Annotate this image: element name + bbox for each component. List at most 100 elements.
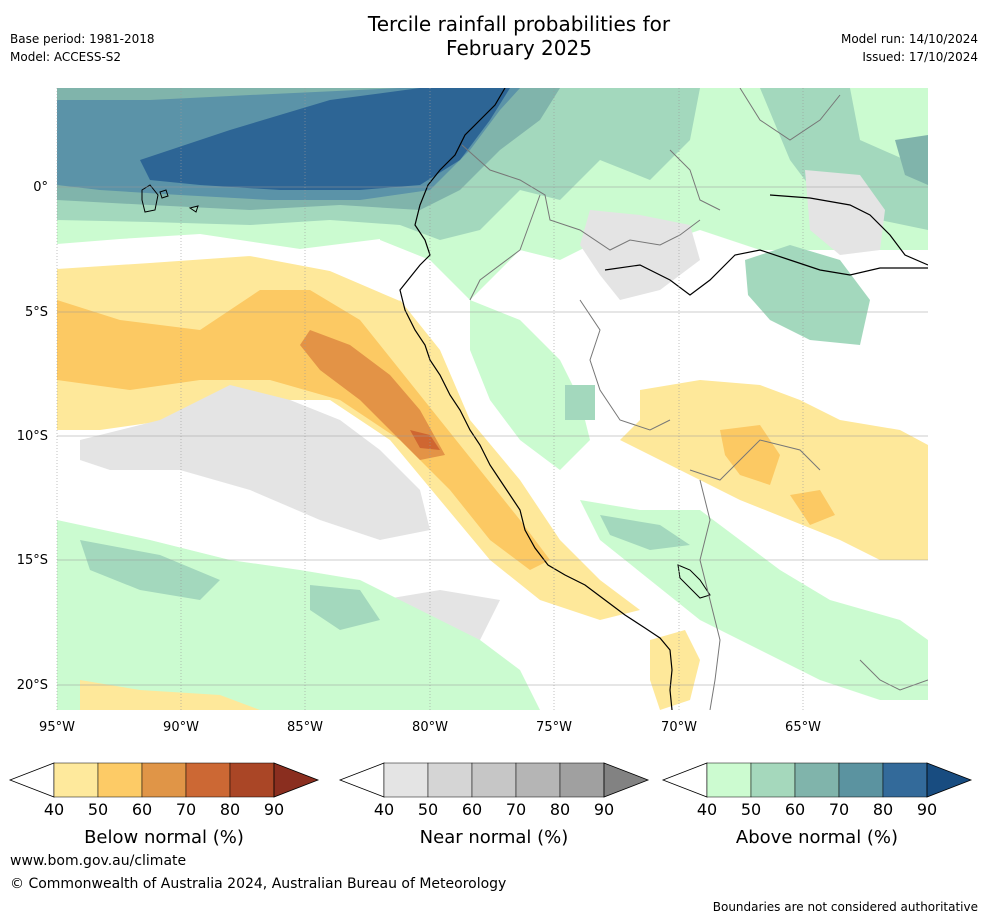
- footer-disclaimer: Boundaries are not considered authoritat…: [713, 900, 978, 914]
- colorbar-title: Below normal (%): [84, 827, 244, 848]
- colorbar-title: Above normal (%): [736, 827, 898, 848]
- zone-above-50-interior: [565, 385, 595, 420]
- colorbar-min-extend: [661, 762, 708, 798]
- lat-label-0: 0°: [33, 180, 48, 195]
- zone-above-50-south: [80, 540, 220, 600]
- zone-above-50-amazon: [745, 245, 870, 345]
- zone-above-50-southeast: [600, 515, 690, 550]
- colorbar-tick-label: 90: [917, 800, 937, 819]
- colorbar-swatch: [794, 762, 840, 798]
- colorbar-tick-label: 50: [418, 800, 438, 819]
- colorbar-tick-label: 80: [550, 800, 570, 819]
- zone-above-40-southeast: [580, 500, 928, 700]
- colorbar-swatch: [882, 762, 928, 798]
- zone-outline-north: [57, 233, 381, 252]
- colorbar-tick-label: 90: [594, 800, 614, 819]
- zone-above-50-northeast: [760, 88, 928, 230]
- lon-label-85w: 85°W: [287, 720, 323, 735]
- zone-above-40-interior: [470, 300, 590, 470]
- footer-copyright: © Commonwealth of Australia 2024, Austra…: [10, 876, 506, 892]
- lon-label-95w: 95°W: [39, 720, 75, 735]
- colorbar-swatch: [383, 762, 429, 798]
- colorbar-swatch: [141, 762, 187, 798]
- colorbar-tick-label: 80: [873, 800, 893, 819]
- colorbar-below-normal: 40 50 60 70 80 90 Below normal (%): [8, 762, 320, 848]
- zone-outline-central: [57, 253, 401, 301]
- colorbar-swatch: [185, 762, 231, 798]
- lon-label-70w: 70°W: [661, 720, 697, 735]
- zone-above-50-south-2: [310, 585, 380, 630]
- colorbar-tick-label: 60: [132, 800, 152, 819]
- galapagos-islands: [141, 184, 199, 213]
- colorbar-max-extend: [603, 762, 650, 798]
- footer-url: www.bom.gov.au/climate: [10, 853, 186, 869]
- coastline-north-east: [769, 194, 928, 266]
- zone-below-70-ocean: [410, 430, 440, 450]
- zone-near-normal-northeast: [805, 170, 885, 255]
- zone-below-40-south-ocean: [80, 680, 260, 710]
- colorbar-swatch: [515, 762, 561, 798]
- colorbar-min-extend: [8, 762, 55, 798]
- zone-above-60-northeast: [895, 135, 928, 185]
- colorbar-swatch: [838, 762, 884, 798]
- colorbar-tick-label: 40: [44, 800, 64, 819]
- lat-label-10s: 10°S: [17, 429, 48, 444]
- probability-map: [57, 88, 928, 710]
- colorbar-above-normal: 40 50 60 70 80 90 Above normal (%): [661, 762, 973, 848]
- zone-below-40-altiplano: [650, 630, 700, 710]
- lake-titicaca: [677, 564, 711, 599]
- colorbar-swatch: [559, 762, 605, 798]
- map-title-line1: Tercile rainfall probabilities for: [367, 12, 671, 36]
- colorbar-title: Near normal (%): [420, 827, 569, 848]
- zone-below-50-interior-2: [790, 490, 835, 525]
- zone-near-normal-ocean: [80, 385, 430, 540]
- amazon-river: [604, 249, 928, 296]
- colorbar-tick-label: 70: [176, 800, 196, 819]
- colorbar-min-extend: [338, 762, 385, 798]
- lon-label-75w: 75°W: [536, 720, 572, 735]
- latitude-labels: 0° 5°S 10°S 15°S 20°S: [17, 180, 48, 693]
- lat-label-15s: 15°S: [17, 553, 48, 568]
- zone-above-80-north: [140, 88, 510, 190]
- colorbar-max-extend: [926, 762, 973, 798]
- colorbar-tick-label: 90: [264, 800, 284, 819]
- lat-label-5s: 5°S: [25, 305, 48, 320]
- colorbar-legends: 40 50 60 70 80 90 Below normal (%) 40 50 60 70 80 90…: [8, 762, 973, 848]
- colorbar-tick-label: 70: [506, 800, 526, 819]
- lon-label-90w: 90°W: [163, 720, 199, 735]
- model-run-text: Model run: 14/10/2024: [840, 32, 978, 46]
- colorbar-tick-label: 80: [220, 800, 240, 819]
- zone-below-50-ocean: [57, 290, 550, 570]
- issued-text: Issued: 17/10/2024: [862, 50, 978, 64]
- colorbar-swatch: [471, 762, 517, 798]
- lon-label-80w: 80°W: [412, 720, 448, 735]
- zone-below-60-ocean: [300, 330, 445, 460]
- colorbar-swatch: [53, 762, 99, 798]
- colorbar-tick-label: 40: [374, 800, 394, 819]
- colorbar-tick-label: 50: [741, 800, 761, 819]
- meta-left: Base period: 1981-2018 Model: ACCESS-S2: [10, 30, 155, 66]
- lat-label-20s: 20°S: [17, 678, 48, 693]
- colorbar-swatch: [750, 762, 796, 798]
- colorbar-near-normal: 40 50 60 70 80 90 Near normal (%): [338, 762, 650, 848]
- model-text: Model: ACCESS-S2: [10, 50, 122, 64]
- lon-label-65w: 65°W: [785, 720, 821, 735]
- base-period-text: Base period: 1981-2018: [10, 32, 155, 46]
- colorbar-tick-label: 70: [829, 800, 849, 819]
- colorbar-swatch: [229, 762, 275, 798]
- map-title: Tercile rainfall probabilities for Febru…: [294, 12, 744, 60]
- colorbar-swatch: [427, 762, 473, 798]
- zone-near-normal-interior: [580, 210, 700, 300]
- colorbar-swatch: [97, 762, 143, 798]
- zone-below-50-interior: [720, 425, 780, 485]
- meta-right: Model run: 14/10/2024 Issued: 17/10/2024: [841, 30, 978, 66]
- coastline: [399, 88, 673, 710]
- map-title-line2: February 2025: [446, 36, 592, 60]
- colorbar-swatch: [706, 762, 752, 798]
- colorbar-max-extend: [273, 762, 320, 798]
- colorbar-tick-label: 60: [785, 800, 805, 819]
- map-gridlines: [56, 88, 928, 710]
- colorbar-tick-label: 60: [462, 800, 482, 819]
- colorbar-tick-label: 50: [88, 800, 108, 819]
